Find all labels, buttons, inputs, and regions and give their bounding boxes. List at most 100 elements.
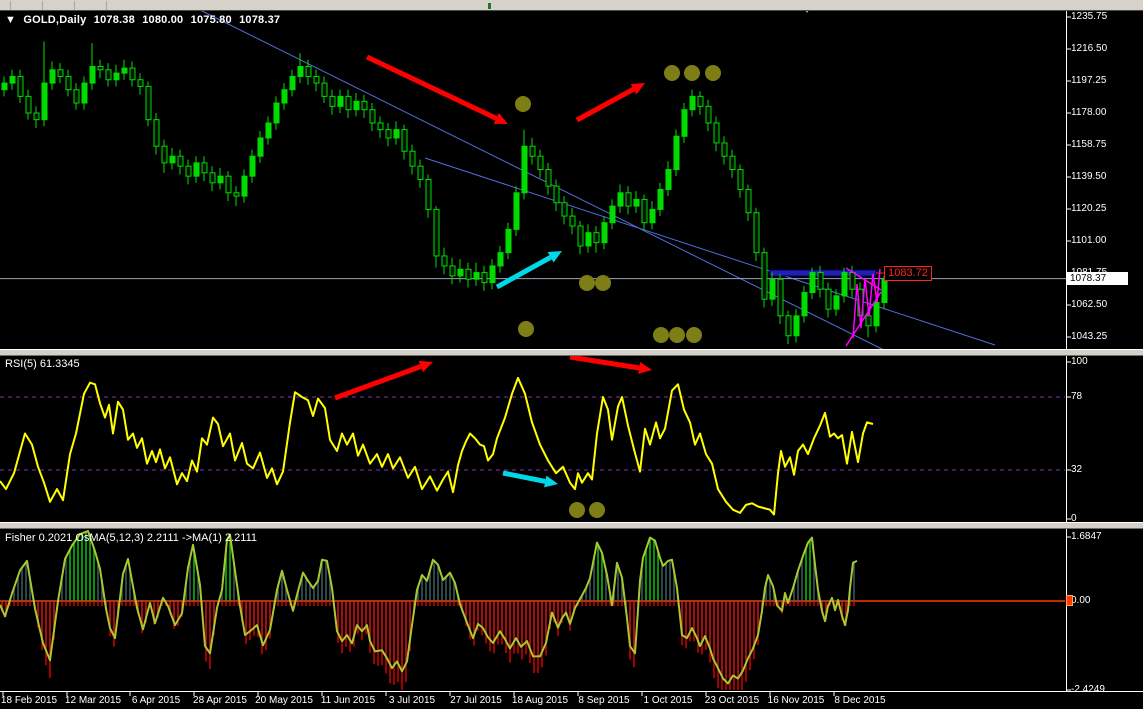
annotation-arrow-head [418,360,433,373]
osma-zero-stubs [1,602,855,606]
candle-body [73,89,80,104]
candle-body [369,109,376,124]
candle-body [17,75,24,97]
price-axis-label: 1216.50 [1071,43,1108,54]
candle-body [137,79,144,87]
candle-body [265,122,272,139]
symbol-timeframe-label: GOLD,Daily [23,14,87,26]
candle-body [617,192,624,207]
signal-dot [664,65,680,81]
candle-body [9,75,16,84]
candle-body [881,278,888,304]
candle-body [409,150,416,167]
candle-body [297,65,304,77]
candle-body [305,65,312,77]
annotation-arrow-head [547,251,562,263]
candle-body [249,155,256,177]
candle-body [217,175,224,184]
candle-body [233,192,240,197]
candle-body [1,82,8,91]
osma-histogram-red [1,603,847,690]
panel-separator-main-rsi[interactable] [0,349,1143,356]
date-axis-label: 8 Sep 2015 [578,695,630,706]
candle-body [105,69,112,81]
candle-body [321,82,328,97]
signal-dot [589,502,605,518]
date-axis-label: 16 Nov 2015 [767,695,825,706]
candle-body [385,129,392,139]
price-axis-label: 1120.25 [1071,203,1107,214]
signal-dot [684,65,700,81]
candle-body [177,155,184,167]
chart-title: ▼ GOLD,Daily 1078.38 1080.00 1075.80 107… [5,14,284,26]
candle-body [545,169,552,187]
date-axis-label: 11 Jun 2015 [320,695,376,706]
date-axis-label: 23 Oct 2015 [704,695,760,706]
candle-body [673,135,680,171]
annotation-arrow-line [334,364,422,401]
signal-dot [686,327,702,343]
date-axis-label: 1 Oct 2015 [643,695,693,706]
candle-body [65,75,72,91]
quote-close: 1078.37 [239,14,281,26]
candle-body [49,69,56,84]
candle-body [425,178,432,210]
price-axis-label: 1101.00 [1071,235,1107,246]
toolbar-separator [106,1,107,10]
candle-body [537,155,544,171]
date-axis-label: 12 Mar 2015 [64,695,122,706]
candle-body [585,232,592,247]
candle-body [713,122,720,144]
signal-dot [705,65,721,81]
candle-body [793,315,800,337]
candle-body [153,119,160,147]
signal-dot [669,327,685,343]
candle-body [337,95,344,107]
candle-body [97,65,104,71]
rsi-indicator-label: RSI(5) 61.3345 [5,358,80,370]
signal-dot [653,327,669,343]
rsi-axis-label: 0 [1071,513,1077,524]
candle-body [129,67,136,81]
candle-body [833,295,840,310]
candle-body [89,65,96,84]
candle-body [529,145,536,157]
trendline [424,157,996,346]
candle-body [649,208,656,224]
toolbar-separator [74,1,75,10]
candle-body [577,225,584,247]
signal-dot [579,275,595,291]
price-axis-label: 1158.75 [1071,139,1107,150]
candle-body [505,228,512,254]
candle-body [817,272,824,290]
fisher-line [0,530,858,685]
candle-body [241,175,248,197]
resistance-price-label[interactable]: 1083.72 [884,266,932,281]
panel-separator-rsi-fisher[interactable] [0,522,1143,529]
candle-body [393,129,400,139]
candle-body [441,255,448,267]
magenta-pattern-line [845,291,882,347]
current-price-tag: 1078.37 [1067,272,1128,286]
candle-body [113,72,120,81]
annotation-arrow-line [575,87,635,123]
candle-body [313,75,320,84]
candle-body [201,162,208,174]
candle-body [785,315,792,337]
candle-body [593,232,600,244]
annotation-arrow-line [495,255,552,290]
date-axis-label: 28 Apr 2015 [193,695,247,706]
candle-body [257,137,264,157]
candle-body [753,212,760,254]
price-axis-label: 1043.25 [1071,331,1108,342]
signal-dot [518,321,534,337]
candle-body [825,288,832,310]
date-axis-label: 18 Aug 2015 [511,695,569,706]
candle-body [57,69,64,77]
candle-body [481,272,488,284]
candle-body [161,145,168,164]
candle-body [569,215,576,227]
symbol-dropdown-icon[interactable]: ▼ [5,14,17,26]
